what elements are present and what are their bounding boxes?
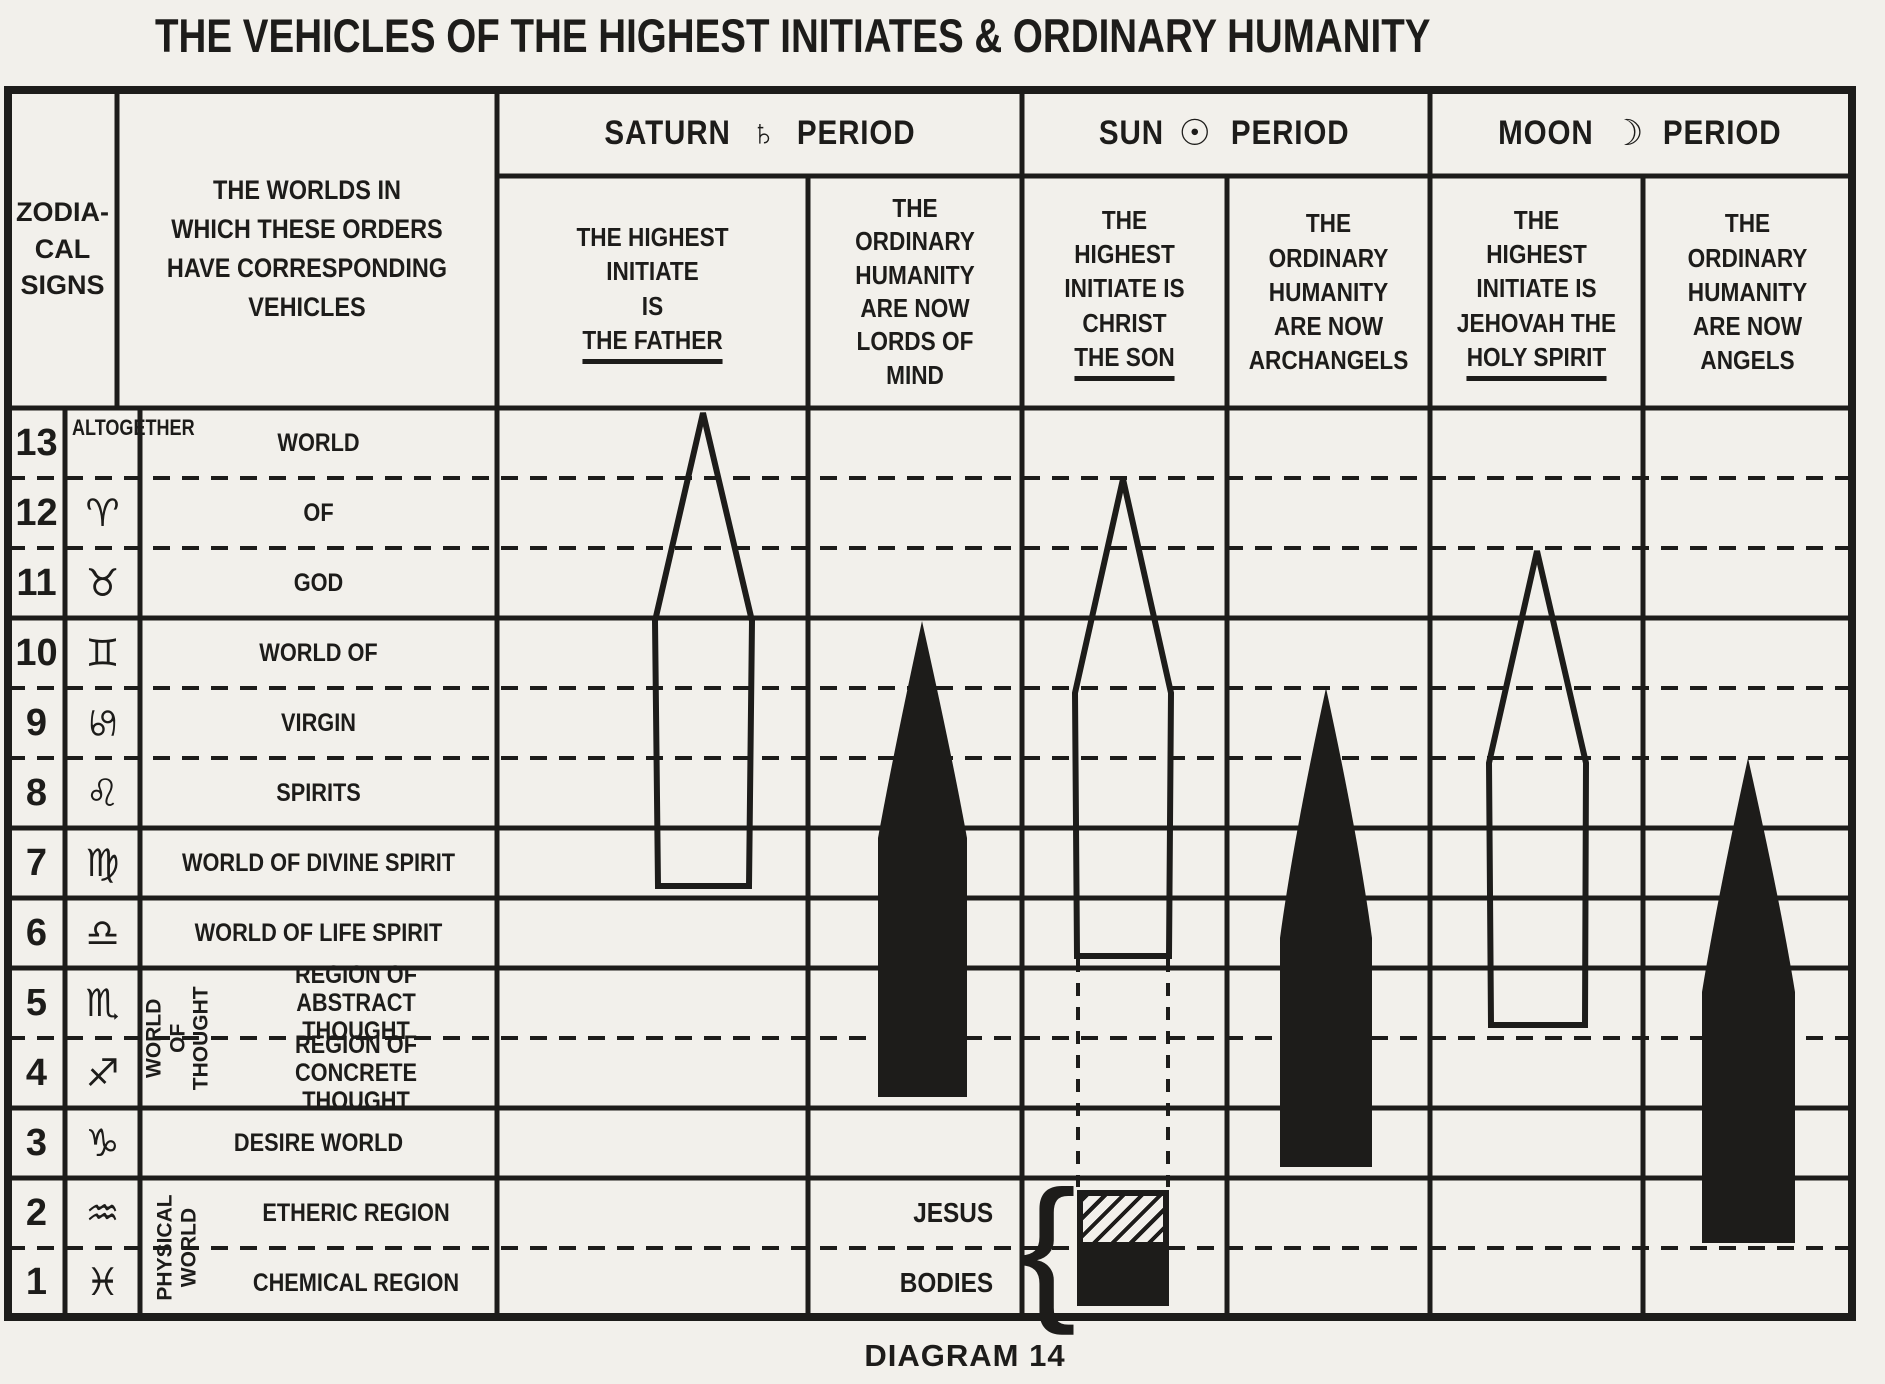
worlds-header: THE WORLDS IN WHICH THESE ORDERS HAVE CO… (166, 174, 448, 323)
saturn-period-name: SATURN (604, 113, 731, 152)
row-number-1: 1 (25, 1261, 48, 1303)
row-number-8: 8 (25, 771, 48, 814)
world-of-thought-vertical-text: WORLD OF THOUGHT (142, 986, 213, 1090)
angels-vehicle-shape (1702, 758, 1795, 1243)
moon-period-word: PERIOD (1663, 113, 1782, 152)
world-of-thought-group-label: WORLD OF THOUGHT (140, 968, 215, 1108)
row-label-virgin: VIRGIN (281, 709, 356, 737)
sun-period-word: PERIOD (1230, 113, 1350, 152)
sun-initiate-name: THE SON (1074, 340, 1175, 382)
christ-vehicle-shape (1071, 478, 1175, 959)
row-number-12: 12 (15, 491, 58, 534)
row-number-10: 10 (15, 631, 58, 674)
father-vehicle-shape (651, 412, 756, 889)
row-label-desire-world: DESIRE WORLD (233, 1129, 404, 1157)
virgo-icon: ♍ (85, 842, 120, 885)
row-label-concrete-thought: REGION OF CONCRETE THOUGHT (294, 1031, 418, 1115)
scorpio-icon: ♏ (85, 982, 120, 1025)
row-number-7: 7 (25, 841, 48, 884)
sun-period-header: SUN ☉ PERIOD (1022, 90, 1430, 176)
row-number-11: 11 (16, 561, 57, 604)
row-number-9: 9 (25, 701, 48, 744)
pisces-icon: ♓ (85, 1262, 120, 1304)
page-title: THE VEHICLES OF THE HIGHEST INITIATES & … (155, 8, 1431, 62)
row-label-life-spirit: WORLD OF LIFE SPIRIT (194, 919, 443, 947)
row-number-5: 5 (25, 981, 48, 1024)
row-label-of: OF (303, 499, 334, 527)
saturn-period-word: PERIOD (796, 113, 916, 152)
row-label-world: WORLD (277, 429, 360, 457)
aquarius-icon: ♒ (85, 1192, 120, 1235)
altogether-label: ALTOGETHER (72, 415, 195, 440)
moon-initiate-header: THE HIGHEST INITIATE IS JEHOVAH THE HOLY… (1444, 176, 1629, 408)
saturn-period-header: SATURN ♄ PERIOD (497, 90, 1022, 176)
lords-of-mind-vehicle-shape (878, 621, 967, 1097)
capricorn-icon: ♑ (85, 1122, 120, 1165)
jesus-chemical-body-black-box (1077, 1248, 1169, 1306)
sun-initiate-header: THE HIGHEST INITIATE IS CHRIST THE SON (1035, 176, 1213, 408)
sun-icon: ☉ (1178, 112, 1212, 153)
row-number-3: 3 (25, 1121, 48, 1164)
gemini-icon: ♊ (85, 632, 120, 675)
row-label-abstract-thought: REGION OF ABSTRACT THOUGHT (294, 961, 418, 1045)
row-number-2: 2 (25, 1191, 48, 1234)
leo-icon: ♌ (85, 772, 120, 815)
row-label-etheric-region: ETHERIC REGION (262, 1199, 450, 1227)
libra-icon: ♎ (85, 912, 120, 955)
row-number-13: 13 (15, 421, 58, 464)
archangels-vehicle-shape (1280, 688, 1372, 1167)
sun-humanity-header: THE ORDINARY HUMANITY ARE NOW ARCHANGELS (1248, 208, 1409, 376)
row-number-4: 4 (25, 1051, 48, 1094)
sun-initiate-lines: THE HIGHEST INITIATE IS CHRIST (1064, 204, 1185, 338)
zodiacal-signs-header: ZODIA- CAL SIGNS (16, 197, 109, 301)
row-label-chemical-region: CHEMICAL REGION (252, 1268, 460, 1297)
aries-icon: ♈ (85, 492, 120, 535)
taurus-icon: ♉ (85, 562, 120, 605)
physical-world-group-label: PHYSICAL WORLD (140, 1178, 215, 1317)
moon-period-name: MOON (1498, 113, 1594, 152)
sagittarius-icon: ♐ (85, 1052, 120, 1095)
jesus-bodies-brace: { (1018, 1157, 1077, 1337)
moon-initiate-name: HOLY SPIRIT (1466, 340, 1607, 382)
moon-icon: ☽ (1611, 112, 1645, 153)
moon-humanity-header: THE ORDINARY HUMANITY ARE NOW ANGELS (1687, 208, 1808, 376)
saturn-humanity-header: THE ORDINARY HUMANITY ARE NOW LORDS OF M… (855, 193, 975, 390)
jesus-label: JESUS (913, 1197, 994, 1228)
sun-period-name: SUN (1098, 113, 1164, 152)
moon-period-header: MOON ☽ PERIOD (1430, 90, 1852, 176)
row-label-spirits: SPIRITS (276, 779, 361, 807)
saturn-initiate-header: THE HIGHEST INITIATE IS THE FATHER (517, 176, 788, 408)
row-number-6: 6 (25, 911, 48, 954)
row-label-divine-spirit: WORLD OF DIVINE SPIRIT (181, 849, 456, 877)
saturn-initiate-lines: THE HIGHEST INITIATE IS (576, 221, 729, 321)
jehovah-vehicle-shape (1485, 550, 1590, 1028)
row-label-god: GOD (293, 569, 344, 597)
christ-to-jesus-dashed-lines (1076, 959, 1170, 1187)
saturn-initiate-name: THE FATHER (582, 323, 723, 365)
saturn-icon: ♄ (749, 112, 778, 153)
cancer-icon: ♋ (81, 705, 123, 741)
diagram-caption: DIAGRAM 14 (864, 1338, 1066, 1373)
jesus-etheric-body-hatched-box (1077, 1190, 1169, 1248)
row-label-world-of: WORLD OF (259, 639, 378, 667)
physical-world-vertical-text: PHYSICAL WORLD (153, 1194, 201, 1301)
bodies-label: BODIES (899, 1266, 994, 1298)
moon-initiate-lines: THE HIGHEST INITIATE IS JEHOVAH THE (1456, 204, 1617, 338)
